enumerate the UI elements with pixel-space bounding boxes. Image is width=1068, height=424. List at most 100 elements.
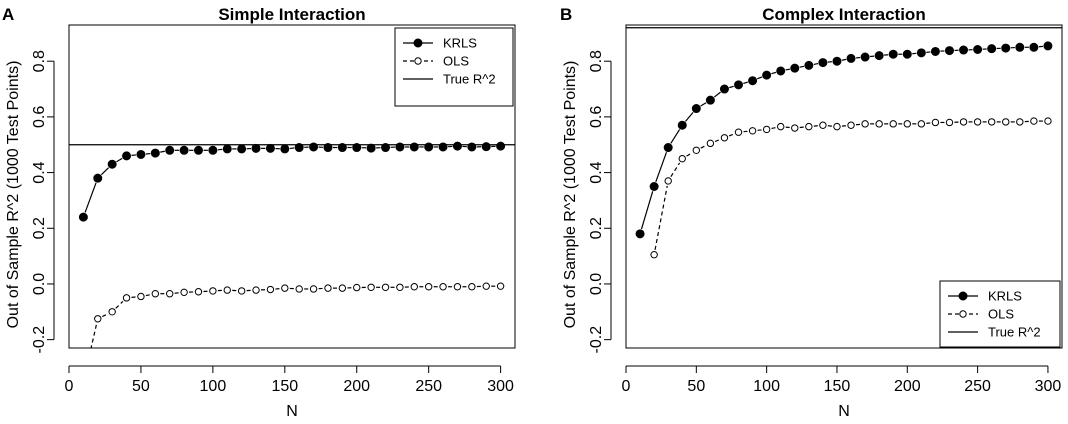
x-tick-label: 200 — [343, 378, 370, 395]
krls-point — [987, 44, 997, 54]
krls-point — [705, 95, 715, 105]
krls-segment — [799, 65, 805, 68]
y-tick-label: 0.8 — [588, 50, 605, 72]
krls-point — [395, 142, 405, 152]
krls-point — [222, 144, 232, 154]
ols-segment — [686, 152, 693, 157]
ols-segment — [145, 294, 151, 297]
ols-point — [468, 283, 476, 291]
legend-krls-marker — [413, 38, 423, 48]
krls-point — [776, 66, 786, 76]
ols-point — [931, 118, 940, 127]
ols-point — [496, 282, 505, 290]
ols-segment — [670, 162, 681, 178]
krls-point — [150, 148, 160, 158]
legend-true-r2-label: True R^2 — [443, 72, 496, 87]
ols-point — [209, 287, 217, 295]
krls-point — [309, 142, 319, 152]
krls-point — [1043, 41, 1053, 51]
ols-segment — [728, 133, 735, 137]
ols-point — [223, 286, 231, 294]
krls-point — [78, 212, 88, 222]
x-tick-label: 300 — [1035, 378, 1062, 395]
legend-krls-marker — [958, 291, 968, 301]
krls-point — [930, 46, 940, 56]
ols-point — [324, 284, 332, 292]
ols-segment — [654, 185, 668, 250]
krls-point — [959, 45, 969, 55]
ols-point — [353, 283, 361, 292]
krls-point — [734, 80, 744, 90]
krls-segment — [640, 191, 654, 230]
ols-point — [252, 286, 260, 294]
legend-krls-label: KRLS — [443, 36, 477, 51]
krls-point — [294, 143, 304, 153]
krls-point — [122, 151, 132, 161]
krls-point — [832, 56, 842, 66]
x-tick-label: 150 — [271, 378, 298, 395]
krls-segment — [757, 76, 763, 80]
krls-point — [973, 45, 983, 55]
ols-point — [410, 283, 418, 291]
ols-point — [903, 120, 911, 128]
ols-point — [805, 122, 813, 131]
krls-segment — [100, 167, 109, 176]
ols-segment — [771, 127, 776, 130]
x-tick-label: 50 — [687, 378, 705, 395]
x-tick-label: 250 — [964, 378, 991, 395]
legend: KRLS OLS True R^2 — [394, 27, 514, 107]
ols-point — [453, 283, 462, 291]
ols-point — [875, 120, 883, 128]
plot-frame — [68, 24, 516, 349]
krls-point — [748, 76, 758, 86]
ols-point — [237, 287, 246, 295]
ols-point — [367, 283, 375, 291]
krls-segment — [785, 68, 790, 71]
ols-point — [987, 118, 996, 126]
krls-point — [409, 142, 419, 152]
legend-ols-marker — [414, 57, 422, 65]
krls-point — [208, 145, 218, 155]
legend-krls-label: KRLS — [988, 289, 1022, 304]
y-axis-label: Out of Sample R^2 (1000 Test Points) — [562, 61, 579, 329]
krls-point — [366, 143, 376, 153]
ols-point — [889, 120, 897, 128]
x-tick-label: 300 — [487, 378, 514, 395]
ols-point — [861, 120, 869, 128]
y-tick-label: 0.0 — [31, 273, 48, 295]
ols-point — [295, 285, 303, 293]
ols-point — [917, 120, 926, 128]
ols-point — [122, 294, 131, 302]
ols-point — [720, 134, 729, 142]
krls-segment — [713, 91, 721, 98]
krls-segment — [116, 157, 123, 163]
plot-area — [78, 141, 506, 348]
krls-segment — [771, 71, 777, 75]
krls-segment — [841, 58, 847, 61]
krls-point — [944, 46, 954, 56]
ols-point — [180, 288, 188, 297]
ols-point — [945, 118, 954, 127]
krls-point — [107, 159, 117, 169]
krls-point — [1015, 42, 1025, 52]
y-tick-label: -0.2 — [31, 326, 48, 354]
krls-segment — [670, 129, 681, 144]
x-tick-label: 100 — [753, 378, 780, 395]
y-tick-label: 0.4 — [588, 161, 605, 183]
ols-point — [1044, 117, 1052, 125]
ols-point — [482, 282, 490, 290]
krls-point — [165, 145, 175, 155]
krls-point — [916, 48, 926, 58]
krls-segment — [743, 81, 748, 85]
x-tick-label: 0 — [622, 378, 631, 395]
krls-point — [280, 144, 290, 154]
x-tick-label: 0 — [65, 378, 74, 395]
krls-point — [381, 143, 391, 153]
krls-point — [860, 52, 870, 62]
krls-point — [467, 142, 477, 152]
krls-segment — [160, 150, 165, 153]
krls-point — [818, 58, 828, 68]
krls-segment — [655, 152, 668, 183]
krls-point — [888, 49, 898, 59]
ols-point — [424, 283, 433, 291]
